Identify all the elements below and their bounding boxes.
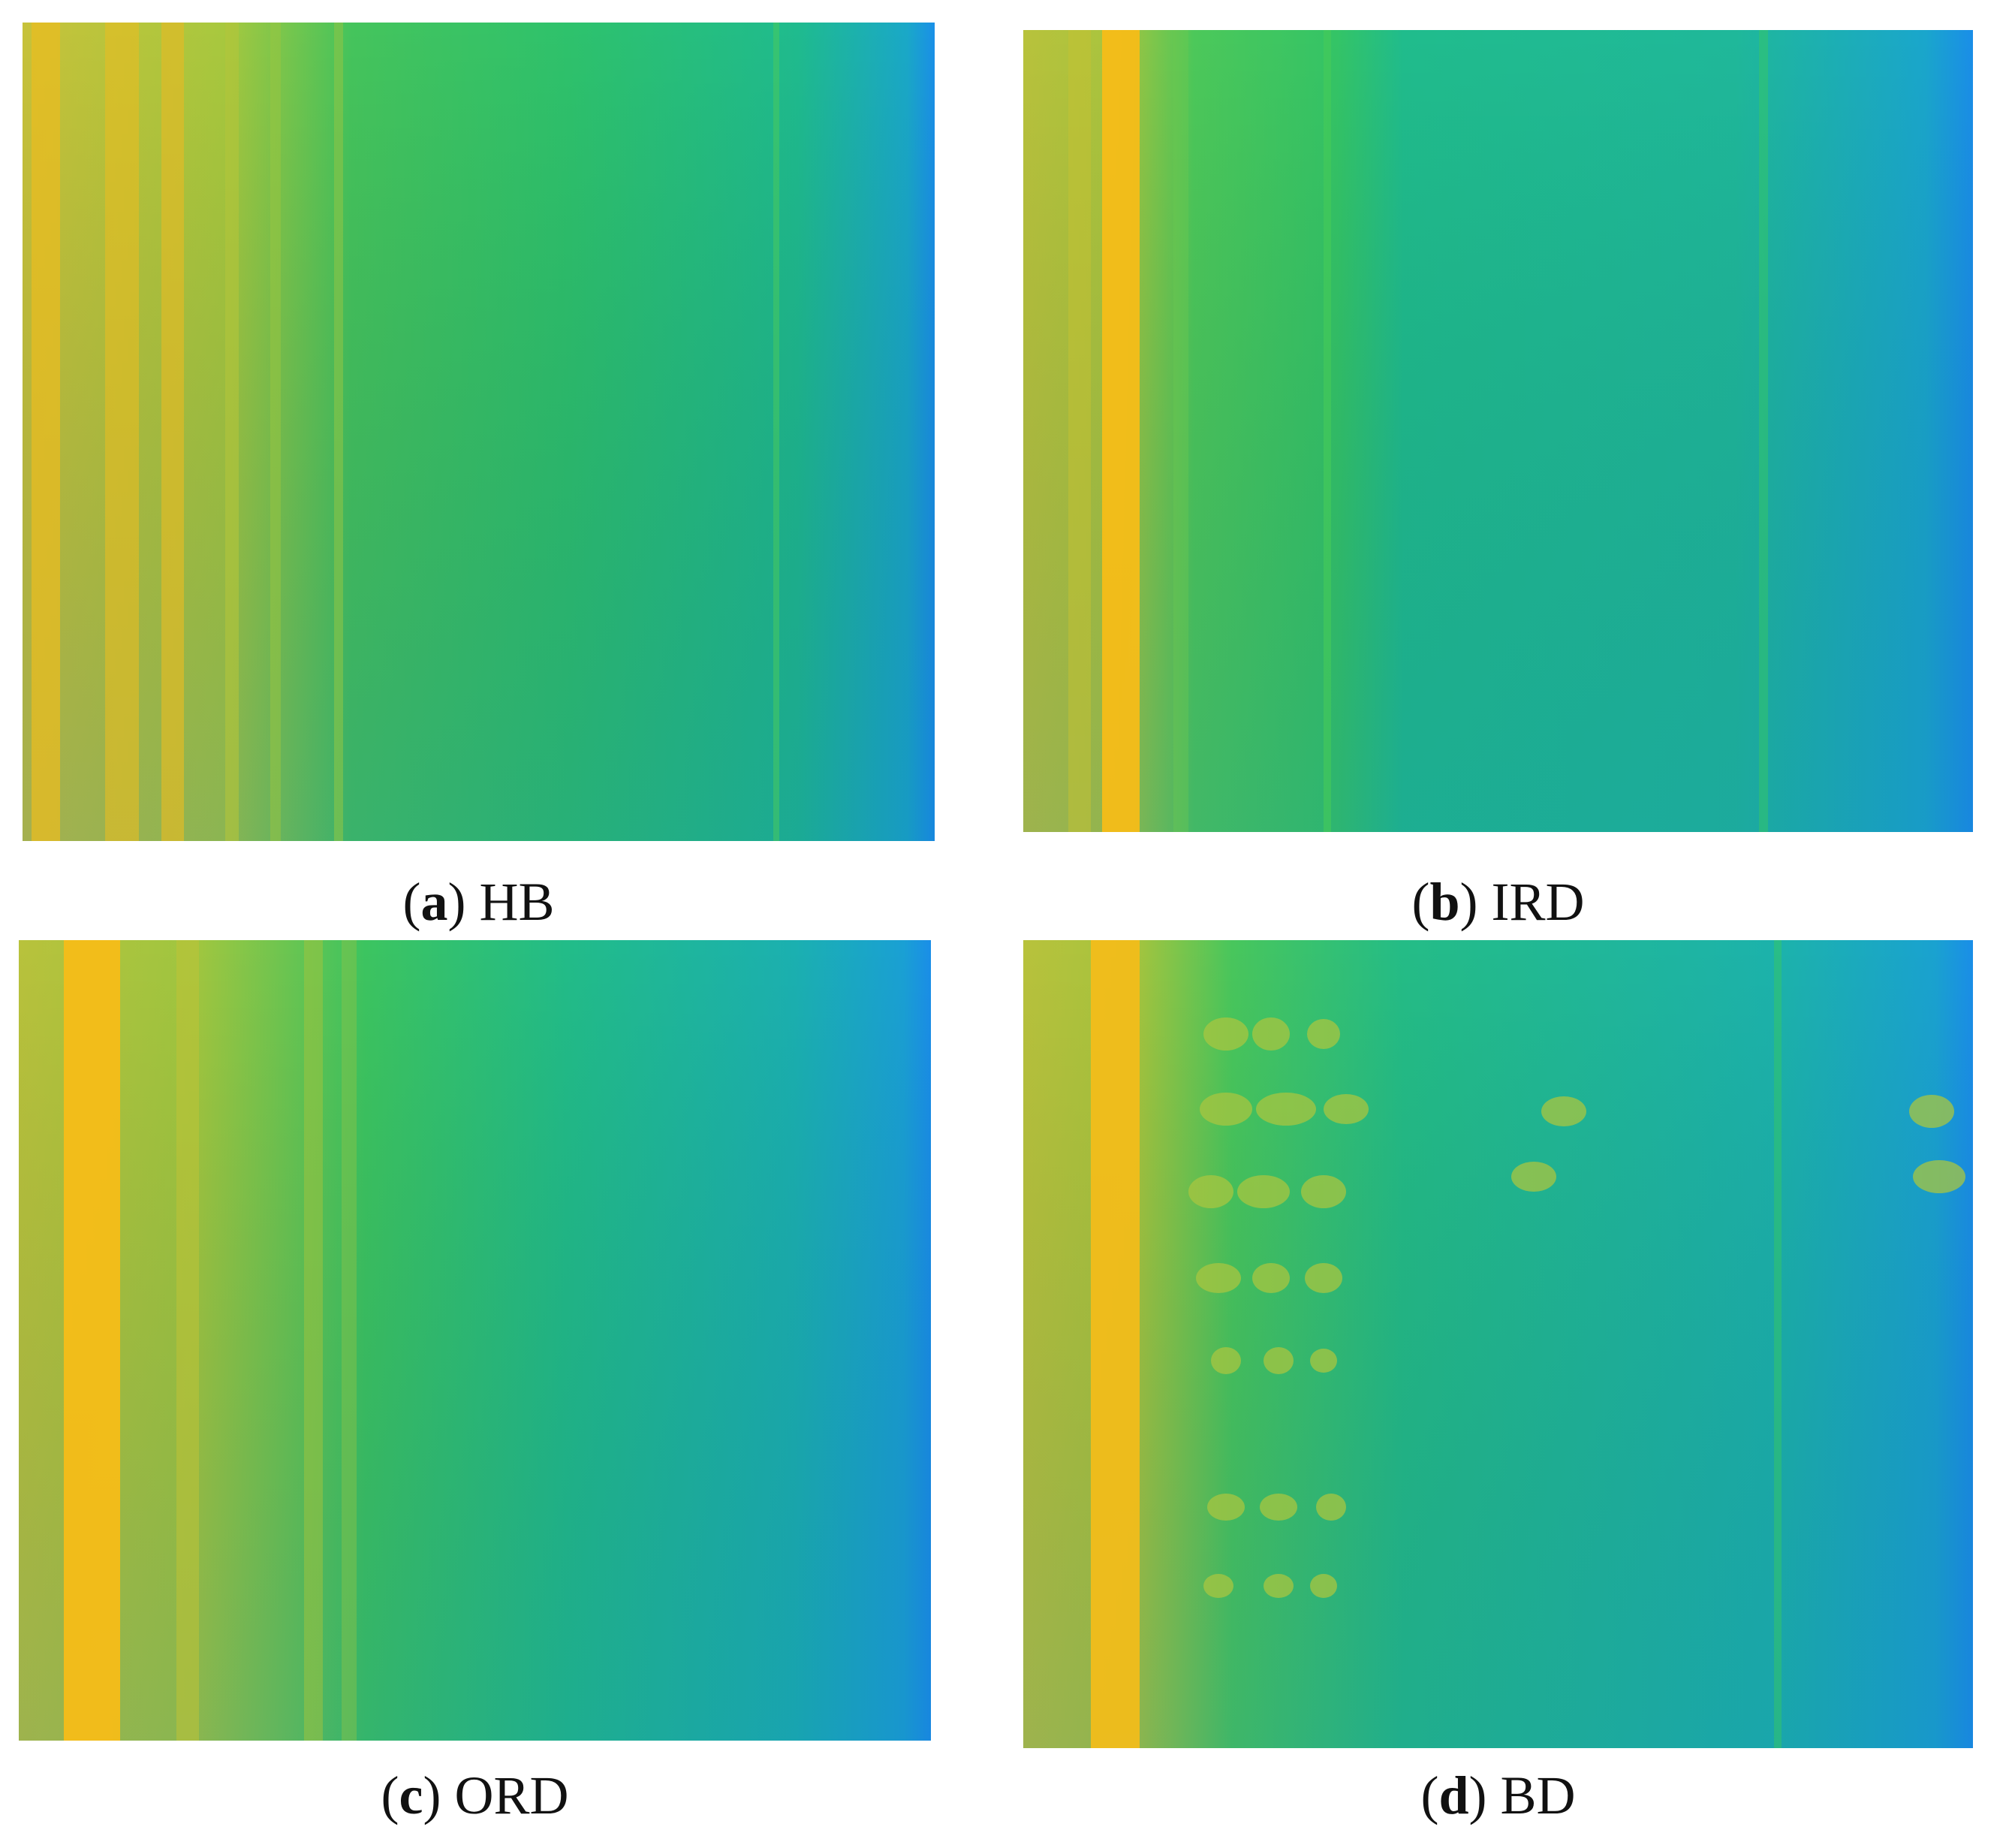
spectrogram-hb	[23, 23, 935, 841]
caption-ord-label: ORD	[454, 1765, 569, 1825]
spectrogram-ird-image	[1023, 30, 1973, 832]
spectrogram-ord	[19, 940, 931, 1741]
spectrogram-bd	[1023, 940, 1973, 1748]
caption-bd-letter: d	[1438, 1765, 1469, 1825]
caption-ird-label: IRD	[1491, 872, 1585, 932]
caption-hb: (a) HB	[402, 872, 555, 932]
caption-bd-label: BD	[1500, 1765, 1576, 1825]
caption-ird-letter: b	[1429, 872, 1460, 932]
spectrogram-bd-image	[1023, 940, 1973, 1748]
caption-hb-letter: a	[420, 872, 448, 932]
caption-ird: (b) IRD	[1411, 872, 1585, 932]
caption-ord-letter: c	[399, 1765, 423, 1825]
spectrogram-ord-image	[19, 940, 931, 1741]
caption-hb-label: HB	[479, 872, 555, 932]
caption-bd: (d) BD	[1420, 1765, 1576, 1825]
spectrogram-ird	[1023, 30, 1973, 832]
caption-ord: (c) ORD	[381, 1765, 569, 1825]
spectrogram-hb-image	[23, 23, 935, 841]
